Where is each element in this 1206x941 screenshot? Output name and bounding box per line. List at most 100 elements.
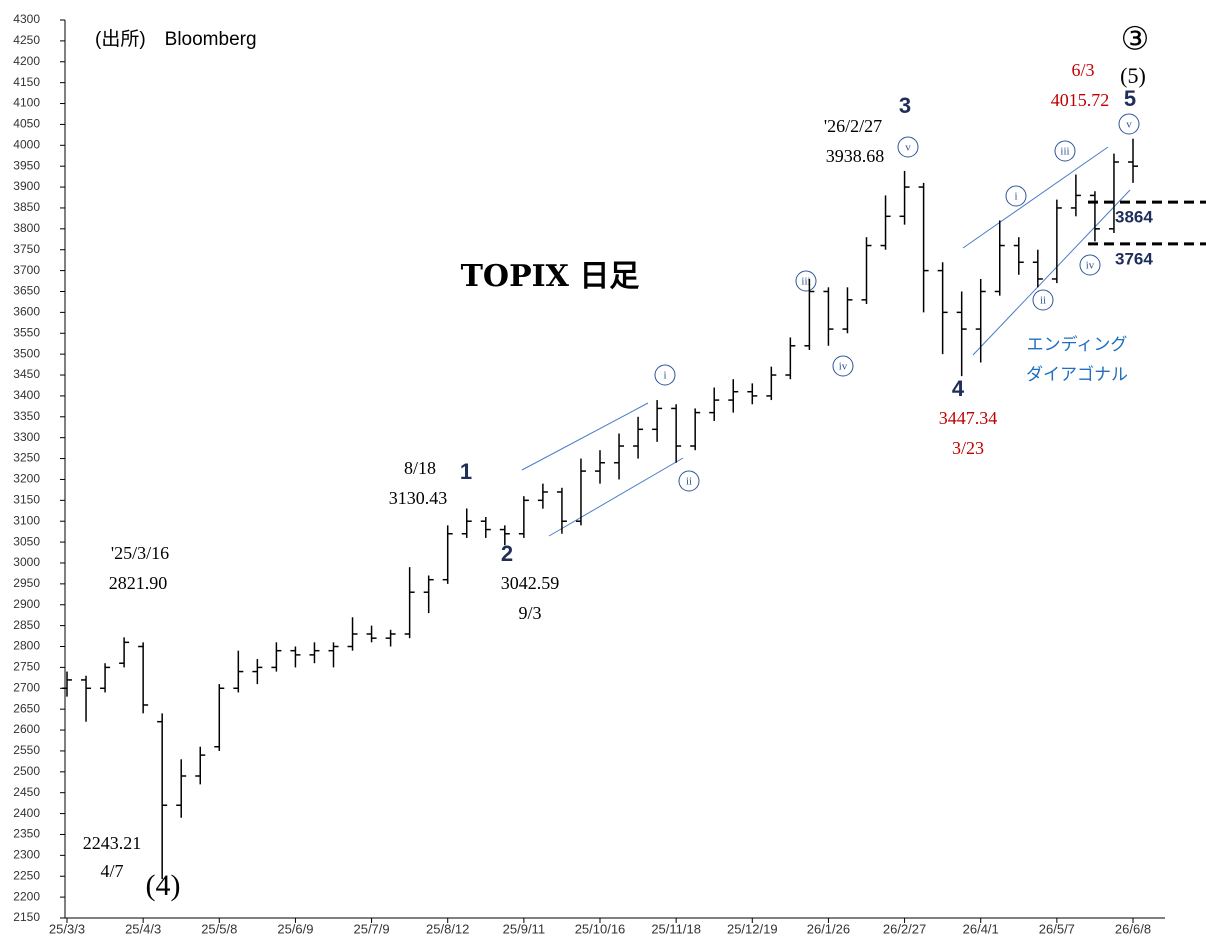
wave-circle [654,364,676,386]
wave-label: 4 [952,376,965,401]
wave-numeral: ii [1040,295,1046,307]
wave-label: 2 [501,541,513,566]
channels [521,146,1131,537]
x-tick-label: 25/8/12 [426,921,469,936]
wave-numeral: iii [1060,146,1069,158]
y-tick-label: 2950 [13,576,40,590]
annotation: (4) [146,869,181,902]
annotation: ダイアゴナル [1026,364,1128,385]
y-tick-label: 3150 [13,492,40,506]
wave-circle [1005,185,1027,207]
annotation: 4015.72 [1051,90,1110,110]
annotation: ③ [1121,20,1150,56]
x-tick-label: 25/6/9 [277,921,313,936]
x-tick-label: 26/2/27 [883,921,926,936]
y-tick-label: 3350 [13,409,40,423]
y-tick-label: 3300 [13,430,40,444]
wave-label: 3 [899,93,911,118]
y-tick-label: 3700 [13,263,40,277]
y-tick-label: 3450 [13,367,40,381]
y-tick-label: 3400 [13,388,40,402]
wave-circle [1079,254,1101,276]
y-tick-label: 3200 [13,472,40,486]
annotation: 3/23 [952,438,984,458]
x-tick-label: 25/11/18 [651,921,701,936]
wave-circle [897,136,919,158]
y-tick-label: 2450 [13,785,40,799]
y-tick-label: 3800 [13,221,40,235]
y-tick-label: 2650 [13,701,40,715]
x-tick-label: 25/7/9 [353,921,389,936]
annotation: 3447.34 [939,408,998,428]
y-tick-label: 4050 [13,117,40,131]
y-tick-label: 2600 [13,722,40,736]
x-tick-label: 25/5/8 [201,921,237,936]
y-tick-label: 4200 [13,54,40,68]
y-tick-label: 3900 [13,179,40,193]
annotation: 3130.43 [389,488,448,508]
wave-numeral: i [663,370,666,382]
wave-circle [678,470,700,492]
annotation: 2243.21 [83,833,142,853]
y-tick-label: 3500 [13,346,40,360]
y-tick-label: 2750 [13,660,40,674]
wave-circle [1054,140,1076,162]
x-tick-label: 25/12/19 [727,921,778,936]
annotations: '25/3/16 2821.90 2243.21 4/7 (4) 8/18 31… [83,20,1150,902]
source: (出所) Bloomberg [95,28,257,50]
x-tick-label: 25/3/3 [49,921,85,936]
wave-circle [795,270,817,292]
y-tick-label: 2200 [13,889,40,903]
y-tick-label: 2550 [13,743,40,757]
annotation: 4/7 [100,861,123,881]
wave-circle [1032,289,1054,311]
y-tick-label: 4150 [13,75,40,89]
x-tick-label: 25/9/11 [503,921,545,936]
wave-numeral: v [905,142,911,154]
y-tick-label: 3050 [13,534,40,548]
channel-line [521,402,649,471]
channel-line [548,457,684,537]
wave-circle [1118,113,1140,135]
y-tick-label: 2850 [13,618,40,632]
y-tick-label: 2250 [13,868,40,882]
x-tick-label: 26/4/1 [963,921,999,936]
y-tick-label: 3650 [13,284,40,298]
channel-line [972,189,1131,356]
y-tick-label: 3250 [13,451,40,465]
x-tick-label: 25/4/3 [125,921,161,936]
annotation: 9/3 [518,603,541,623]
y-tick-label: 4250 [13,33,40,47]
x-tick-label: 26/6/8 [1115,921,1151,936]
y-tick-label: 3950 [13,158,40,172]
y-tick-label: 2150 [13,910,40,924]
annotation: '25/3/16 [111,543,169,563]
y-tick-label: 3750 [13,242,40,256]
y-tick-label: 2300 [13,848,40,862]
y-tick-label: 2800 [13,639,40,653]
level-label: 3764 [1115,249,1153,268]
wave-label: 5 [1124,86,1136,111]
annotation: '26/2/27 [824,116,882,136]
y-tick-label: 3100 [13,513,40,527]
x-tick-label: 26/1/26 [807,921,850,936]
x-tick-label: 26/5/7 [1039,921,1075,936]
wave-numeral: iii [801,276,810,288]
annotation: 3042.59 [501,573,560,593]
y-tick-label: 3850 [13,200,40,214]
y-tick-label: 2500 [13,764,40,778]
y-tick-label: 2900 [13,597,40,611]
x-tick-label: 25/10/16 [575,921,626,936]
wave-numeral: iv [839,361,848,373]
wave-numeral: iv [1086,260,1095,272]
annotation: エンディング [1027,334,1128,355]
annotation: 3938.68 [826,146,885,166]
annotation: 8/18 [404,458,436,478]
chart-title: TOPIX 日足 [461,259,640,294]
annotation: (5) [1120,63,1146,88]
y-tick-label: 4100 [13,96,40,110]
y-tick-label: 2700 [13,680,40,694]
y-tick-label: 4000 [13,137,40,151]
